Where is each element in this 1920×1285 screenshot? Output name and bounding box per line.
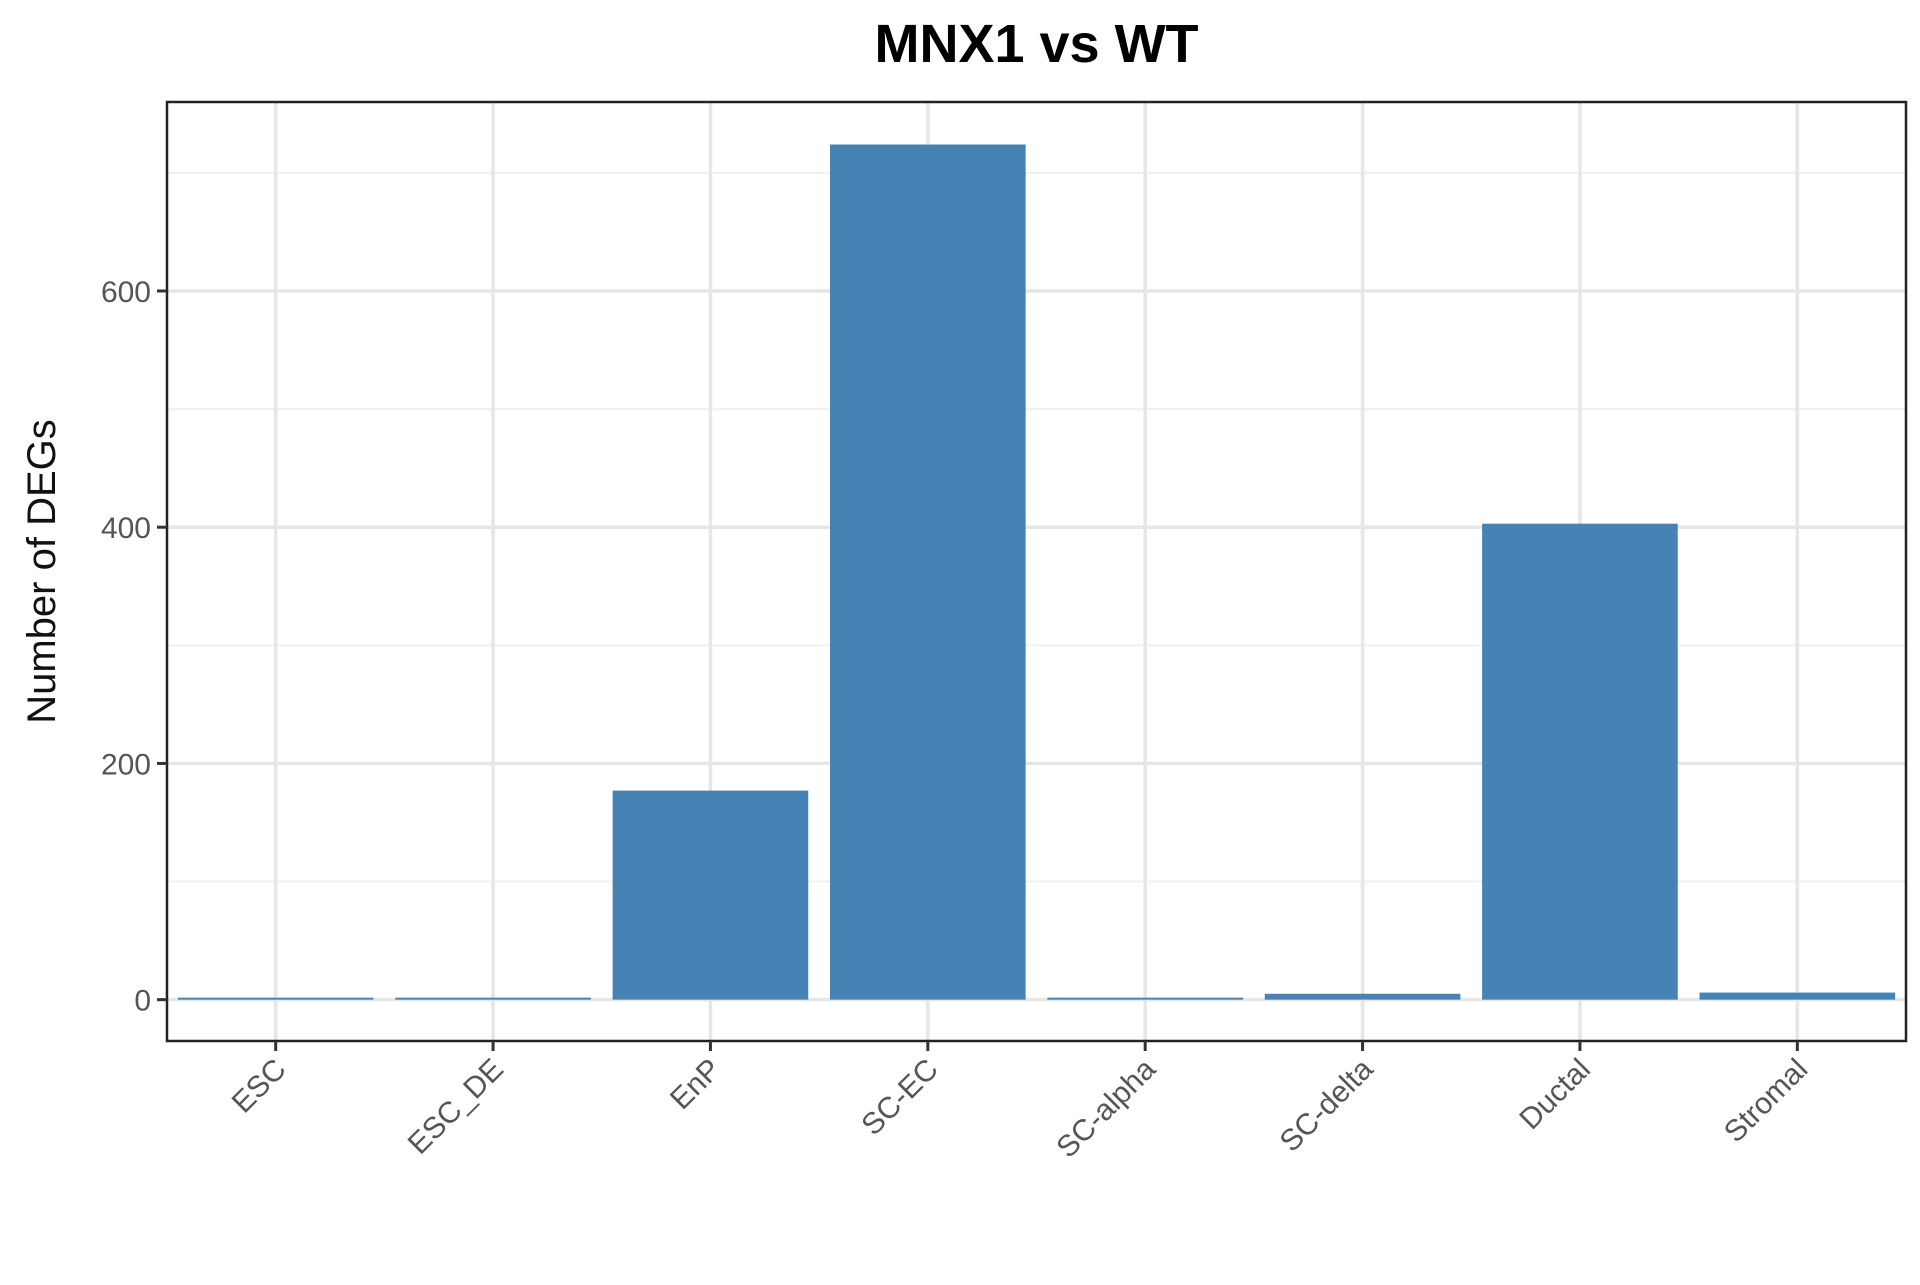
y-tick-label: 0 [134, 985, 151, 1018]
x-tick-label: EnP [664, 1053, 727, 1116]
x-tick-label: SC-delta [1274, 1052, 1380, 1158]
plot-panel-border [165, 100, 1908, 1043]
x-tick-label: SC-alpha [1050, 1052, 1162, 1164]
bars [177, 144, 1896, 1000]
bar-enp [612, 790, 809, 1000]
bar-sc-ec [829, 144, 1026, 1000]
bar-sc-delta [1264, 993, 1461, 1000]
x-tick-label: ESC_DE [402, 1053, 510, 1161]
chart-title: MNX1 vs WT [874, 14, 1198, 74]
x-tick-label: ESC [226, 1053, 293, 1120]
x-tick-label: Stromal [1718, 1053, 1814, 1149]
bar-sc-alpha [1047, 997, 1244, 1000]
bar-esc-de [395, 997, 591, 1000]
bar-esc [177, 997, 374, 1000]
x-tick-label: Ductal [1513, 1053, 1596, 1136]
axis-ticks [157, 289, 1799, 1051]
y-tick-label: 200 [101, 748, 151, 781]
y-tick-label: 600 [101, 276, 151, 309]
x-tick-label: SC-EC [855, 1053, 944, 1142]
y-tick-label: 400 [101, 512, 151, 545]
y-axis-title: Number of DEGs [20, 419, 64, 724]
bar-ductal [1482, 523, 1678, 1000]
bar-stromal [1699, 992, 1896, 1000]
